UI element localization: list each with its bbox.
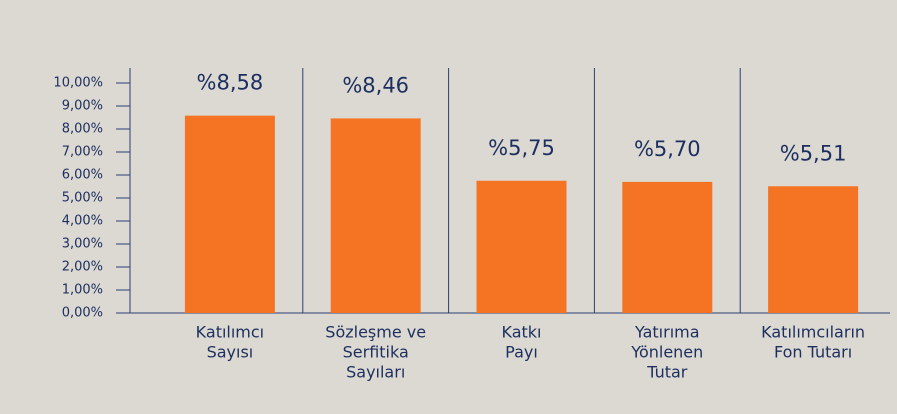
y-tick-label: 5,00% <box>62 191 103 206</box>
x-tick-label: Tutar <box>646 363 688 382</box>
y-tick-label: 10,00% <box>53 76 103 91</box>
bar <box>768 186 859 313</box>
x-tick-label: Payı <box>505 343 538 362</box>
x-tick-label: Sayıları <box>346 363 405 382</box>
bar <box>622 181 713 313</box>
x-tick-label: Katkı <box>502 323 542 342</box>
value-label: %8,58 <box>197 71 264 95</box>
value-label: %5,75 <box>488 136 555 160</box>
x-tick-label: Katılımcı <box>196 323 264 342</box>
x-tick-label: Yönlenen <box>630 343 703 362</box>
bar <box>330 118 421 313</box>
x-tick-label: Sözleşme ve <box>325 323 426 342</box>
y-tick-label: 1,00% <box>62 283 103 298</box>
x-tick-label: Sayısı <box>207 343 254 362</box>
x-tick-label: Fon Tutarı <box>774 343 852 362</box>
y-tick-label: 4,00% <box>62 214 103 229</box>
value-label: %5,70 <box>634 137 701 161</box>
y-tick-label: 6,00% <box>62 168 103 183</box>
x-tick-label: Katılımcıların <box>761 323 865 342</box>
value-label: %8,46 <box>342 73 409 97</box>
x-tick-label: Serfitika <box>343 343 409 362</box>
y-tick-label: 9,00% <box>62 99 103 114</box>
y-tick-label: 2,00% <box>62 260 103 275</box>
bar <box>476 180 567 313</box>
value-label: %5,51 <box>780 141 847 165</box>
y-tick-label: 7,00% <box>62 145 103 160</box>
y-tick-label: 0,00% <box>62 306 103 321</box>
y-tick-label: 3,00% <box>62 237 103 252</box>
y-tick-label: 8,00% <box>62 122 103 137</box>
bar <box>184 115 275 313</box>
x-tick-label: Yatırıma <box>634 323 700 342</box>
